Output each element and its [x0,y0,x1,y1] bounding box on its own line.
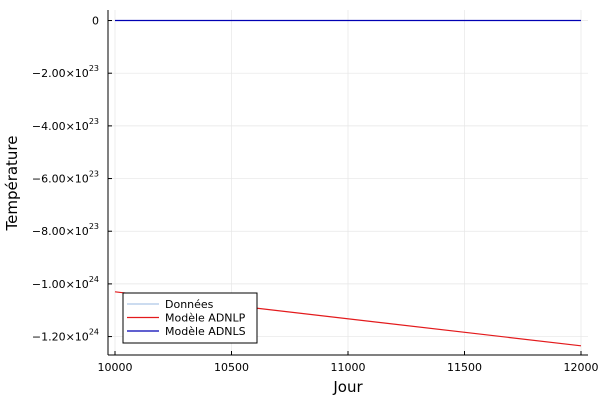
axes [107,10,588,356]
y-axis-title: Température [3,135,21,231]
y-tick-mantissa-4: −8.00×10 [32,225,89,238]
x-tick-label-1: 10500 [214,361,249,374]
x-axis-title: Jour [332,378,363,396]
y-tick-label-5: −1.00×1024 [32,275,99,291]
y-tick-label-1: −2.00×1023 [32,64,99,80]
y-tick-exponent-5: 24 [89,275,99,284]
y-tick-mantissa-1: −2.00×10 [32,67,89,80]
y-tick-mantissa-6: −1.20×10 [32,331,89,344]
y-tick-label-6: −1.20×1024 [32,328,99,344]
y-tick-exponent-3: 23 [89,170,99,179]
y-tick-label-0: 0 [92,15,99,28]
y-tick-mantissa-0: 0 [92,15,99,28]
tick-labels: 10000 10500 11000 11500 120000−2.00×1023−4.0… [32,15,599,374]
y-tick-exponent-1: 23 [89,64,99,73]
y-tick-mantissa-3: −6.00×10 [32,173,89,186]
y-tick-exponent-2: 23 [89,117,99,126]
y-tick-label-4: −8.00×1023 [32,222,99,238]
y-tick-label-2: −4.00×1023 [32,117,99,133]
y-tick-mantissa-5: −1.00×10 [32,278,89,291]
y-tick-label-3: −6.00×1023 [32,170,99,186]
x-tick-label-3: 11500 [447,361,482,374]
y-tick-exponent-6: 24 [89,328,99,337]
x-tick-label-2: 11000 [331,361,366,374]
legend-label-1: Modèle ADNLP [165,312,246,325]
y-tick-exponent-4: 23 [89,222,99,231]
x-tick-label-4: 12000 [564,361,599,374]
legend-label-0: Données [165,298,214,311]
legend-label-2: Modèle ADNLS [165,325,246,338]
x-tick-label-0: 10000 [97,361,132,374]
y-tick-mantissa-2: −4.00×10 [32,120,89,133]
